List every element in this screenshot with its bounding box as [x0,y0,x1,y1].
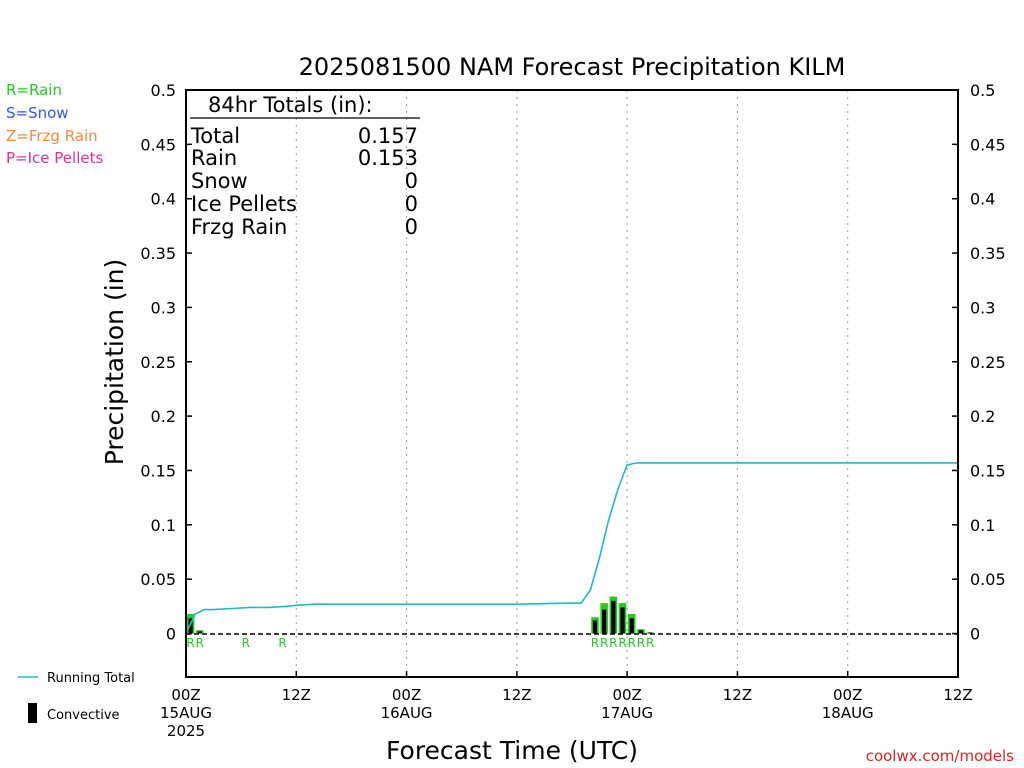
totals-value-rain: 0.153 [358,146,418,170]
x-tick-label: 00Z [171,686,200,704]
precip-type-letter: R [278,636,286,650]
convective-bar [629,618,634,634]
totals-label-frzg-rain: Frzg Rain [191,215,287,239]
x-tick-label: 18AUG [822,704,874,722]
precip-type-letter: R [591,636,599,650]
convective-legend-label: Convective [47,708,120,723]
y-tick-label-right: 0.1 [970,516,995,535]
x-axis-label: Forecast Time (UTC) [386,736,638,765]
y-tick-label-left: 0.25 [140,353,176,372]
x-tick-label: 00Z [392,686,421,704]
convective-bar [620,607,625,634]
y-tick-label-right: 0.5 [970,81,995,100]
x-tick-label: 12Z [502,686,531,704]
y-tick-label-left: 0.4 [151,190,176,209]
precip-type-letter: R [242,636,250,650]
precip-type-letter: R [186,636,194,650]
totals-box: 84hr Totals (in): Total 0.157 Rain 0.153… [190,93,420,239]
precip-type-letter: R [628,636,636,650]
totals-value-total: 0.157 [358,124,418,148]
y-tick-label-right: 0.3 [970,298,995,317]
x-tick-label: 16AUG [381,704,433,722]
precip-type-letter: R [600,636,608,650]
y-tick-label-left: 0 [166,625,176,644]
y-tick-label-left: 0.1 [151,516,176,535]
y-tick-label-left: 0.2 [151,407,176,426]
running-total-legend-label: Running Total [47,671,135,686]
x-tick-label: 00Z [612,686,641,704]
y-tick-label-right: 0.15 [970,461,1006,480]
x-tick-label: 00Z [833,686,862,704]
totals-value-snow: 0 [405,169,418,193]
y-tick-label-left: 0.3 [151,298,176,317]
x-tick-label: 12Z [282,686,311,704]
x-tick-label: 17AUG [601,704,653,722]
y-tick-label-right: 0.2 [970,407,995,426]
legend-snow: S=Snow [6,104,69,122]
y-tick-label-right: 0.25 [970,353,1006,372]
totals-label-snow: Snow [191,169,248,193]
x-tick-label: 15AUG [160,704,212,722]
y-tick-label-left: 0.5 [151,81,176,100]
bottom-legend: Running Total Convective [18,671,135,723]
y-tick-label-right: 0.45 [970,135,1006,154]
type-legend: R=Rain S=Snow Z=Frzg Rain P=Ice Pellets [6,81,103,167]
y-tick-label-left: 0.45 [140,135,176,154]
legend-frzg-rain: Z=Frzg Rain [6,127,98,145]
y-tick-label-right: 0.05 [970,570,1006,589]
x-tick-label: 12Z [943,686,972,704]
totals-label-total: Total [190,124,240,148]
legend-rain: R=Rain [6,81,62,99]
y-axis-label: Precipitation (in) [100,259,129,466]
totals-label-rain: Rain [191,146,237,170]
y-tick-label-left: 0.35 [140,244,176,263]
precip-type-letter: R [637,636,645,650]
convective-bar [602,609,607,634]
y-tick-label-left: 0.15 [140,461,176,480]
convective-bar [611,600,616,634]
y-axis-left: 0 0.05 0.1 0.15 0.2 0.25 0.3 0.35 0.4 0.45 0.5 [140,81,192,644]
x-tick-label: 12Z [723,686,752,704]
footer-credit: coolwx.com/models [866,747,1014,765]
y-tick-label-right: 0.35 [970,244,1006,263]
precip-type-letter: R [196,636,204,650]
y-tick-label-left: 0.05 [140,570,176,589]
totals-label-ice-pellets: Ice Pellets [191,192,297,216]
grid-lines [295,90,849,677]
y-tick-label-right: 0.4 [970,190,995,209]
legend-ice-pellets: P=Ice Pellets [6,149,103,167]
precip-bars [186,596,654,634]
convective-bar [648,632,653,634]
totals-header: 84hr Totals (in): [208,93,373,117]
convective-bar [592,620,598,634]
x-tick-label: 2025 [167,722,205,740]
convective-bar [188,618,193,634]
convective-bar [638,630,644,634]
convective-bar [197,631,202,634]
totals-value-frzg-rain: 0 [405,215,418,239]
totals-value-ice-pellets: 0 [405,192,418,216]
y-axis-right: 0 0.05 0.1 0.15 0.2 0.25 0.3 0.35 0.4 0.45 0.5 [952,81,1006,644]
y-tick-label-right: 0 [970,625,980,644]
convective-swatch [28,703,37,723]
plot-frame [185,89,959,678]
precip-type-letter: R [646,636,654,650]
running-total-line [185,462,958,634]
precip-type-letter: R [609,636,617,650]
precip-type-letter: R [618,636,626,650]
chart-title: 2025081500 NAM Forecast Precipitation KI… [299,53,846,81]
